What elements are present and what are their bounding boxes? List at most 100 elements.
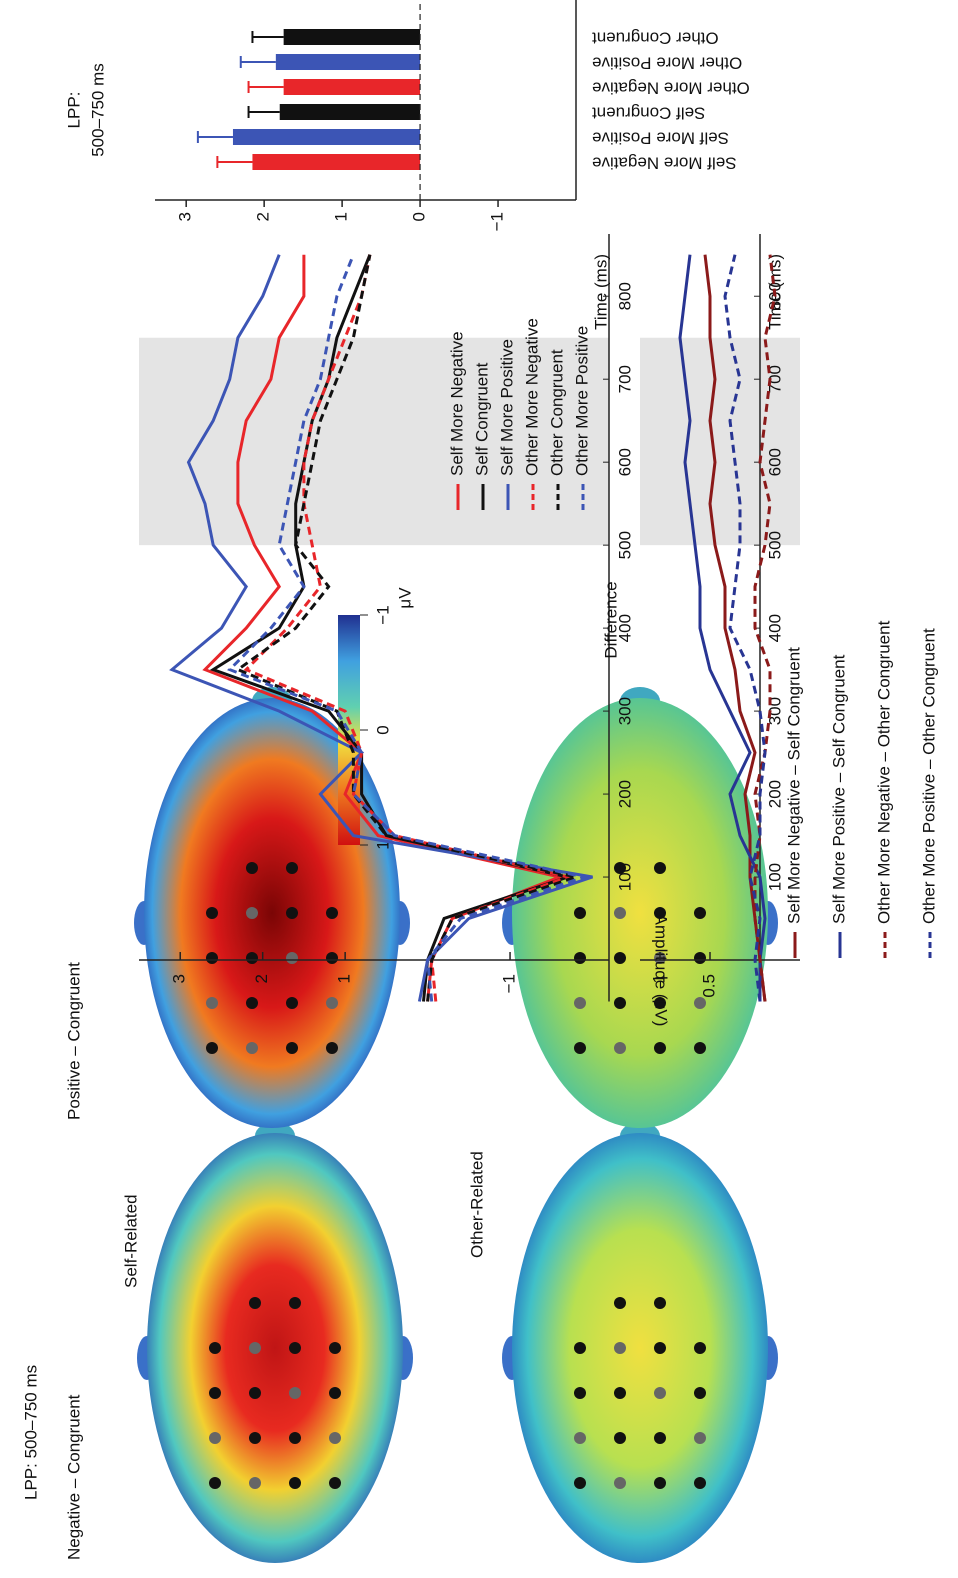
electrode: [654, 1387, 666, 1399]
electrode: [246, 862, 258, 874]
electrode: [574, 907, 586, 919]
x-tick-label: 700: [615, 365, 634, 393]
electrode: [209, 1387, 221, 1399]
x-tick-label: Other More Negative: [592, 79, 750, 98]
electrode: [289, 1432, 301, 1444]
legend-label: Other Congruent: [547, 349, 566, 476]
electrode: [574, 1042, 586, 1054]
electrode: [329, 1387, 341, 1399]
electrode: [249, 1387, 261, 1399]
electrode: [246, 907, 258, 919]
electrode: [614, 1297, 626, 1309]
electrode: [614, 997, 626, 1009]
x-tick-label: 100: [765, 863, 784, 891]
electrode: [286, 997, 298, 1009]
electrode: [574, 1477, 586, 1489]
y-tick-label: 0: [410, 212, 429, 221]
topomaps: [134, 687, 778, 1563]
legend-label: Self More Negative: [447, 331, 466, 476]
electrode: [329, 1432, 341, 1444]
electrode: [326, 907, 338, 919]
head-map: [512, 698, 768, 1128]
electrode: [694, 1042, 706, 1054]
electrode: [614, 1342, 626, 1354]
x-tick-label: 300: [615, 697, 634, 725]
electrode: [694, 997, 706, 1009]
x-tick-label: 200: [765, 780, 784, 808]
column-label: Negative – Congruent: [64, 1394, 83, 1560]
electrode: [574, 997, 586, 1009]
electrode: [574, 1387, 586, 1399]
y-tick-label: 3: [170, 974, 189, 983]
y-tick-label: 1: [335, 974, 354, 983]
x-axis-label: Time (ms): [591, 254, 610, 330]
x-tick-label: 600: [615, 448, 634, 476]
colorbar-tick-label: 0: [373, 725, 392, 734]
y-axis-label: Amplitude (μV): [652, 914, 671, 1027]
electrode: [289, 1297, 301, 1309]
electrode: [614, 1432, 626, 1444]
bar: [252, 154, 420, 170]
electrode: [694, 1387, 706, 1399]
electrode: [286, 862, 298, 874]
electrode: [694, 1477, 706, 1489]
x-tick-label: Self Congruent: [592, 104, 706, 123]
legend-label: Self Congruent: [472, 362, 491, 476]
electrode: [289, 1342, 301, 1354]
legend-label: Other More Positive: [572, 326, 591, 476]
x-tick-label: Self More Positive: [592, 129, 729, 148]
x-tick-label: 100: [615, 863, 634, 891]
electrode: [246, 1042, 258, 1054]
electrode: [206, 907, 218, 919]
legend-label: Self More Positive – Self Congruent: [829, 654, 848, 924]
column-label: Positive – Congruent: [64, 962, 83, 1120]
electrode: [574, 952, 586, 964]
electrode: [206, 1042, 218, 1054]
electrode: [694, 907, 706, 919]
electrode: [654, 1042, 666, 1054]
x-tick-label: Other Congruent: [592, 29, 719, 48]
landscape-figure: LPP: 500–750 ms Negative – Congruent Pos…: [21, 0, 938, 1563]
chart-title: Difference: [601, 581, 620, 658]
y-tick-label: 1: [649, 974, 668, 983]
bar: [284, 29, 420, 45]
row-label: Other-Related: [467, 1151, 486, 1258]
electrode: [206, 952, 218, 964]
electrode: [249, 1342, 261, 1354]
electrode: [654, 1477, 666, 1489]
electrode: [209, 1432, 221, 1444]
x-tick-label: 200: [615, 780, 634, 808]
colorbar-unit: μV: [395, 587, 414, 609]
row-label: Self-Related: [121, 1194, 140, 1288]
bar: [276, 54, 420, 70]
x-tick-label: 800: [615, 282, 634, 310]
electrode: [326, 997, 338, 1009]
x-tick-label: 500: [765, 531, 784, 559]
x-tick-label: 400: [765, 614, 784, 642]
electrode: [329, 1477, 341, 1489]
y-tick-label: 2: [252, 974, 271, 983]
electrode: [694, 952, 706, 964]
x-tick-label: 500: [615, 531, 634, 559]
bar: [233, 129, 420, 145]
x-tick-label: 600: [765, 448, 784, 476]
electrode: [574, 1342, 586, 1354]
electrode: [249, 1297, 261, 1309]
bar: [280, 104, 420, 120]
electrode: [249, 1477, 261, 1489]
electrode: [654, 1297, 666, 1309]
head-map: [147, 1133, 403, 1563]
electrode: [286, 952, 298, 964]
electrode: [326, 952, 338, 964]
figure: LPP: 500–750 ms Negative – Congruent Pos…: [0, 0, 958, 1578]
electrode: [654, 862, 666, 874]
electrode: [246, 997, 258, 1009]
y-tick-label: −1: [500, 974, 519, 993]
electrode: [694, 1432, 706, 1444]
electrode: [614, 952, 626, 964]
electrode: [654, 1432, 666, 1444]
x-tick-label: Self More Negative: [592, 154, 737, 173]
legend-label: Other More Negative: [522, 318, 541, 476]
electrode: [289, 1387, 301, 1399]
y-tick-label: 1: [332, 212, 351, 221]
